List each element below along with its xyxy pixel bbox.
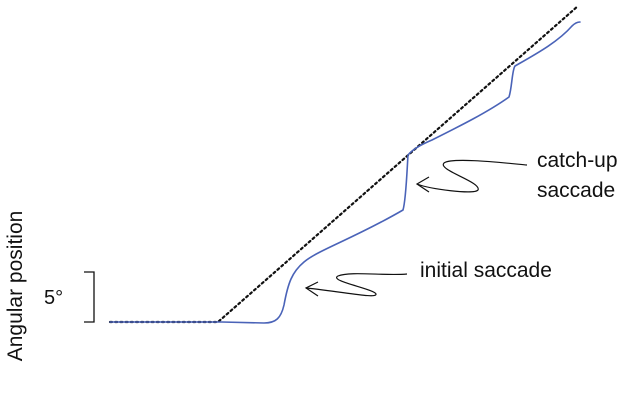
scale-bar xyxy=(84,271,95,323)
scale-bar-label: 5° xyxy=(44,287,63,309)
initial-saccade-label: initial saccade xyxy=(420,259,552,282)
y-axis-label: Angular position xyxy=(4,211,27,362)
catchup-saccade-arrowhead xyxy=(415,176,430,193)
catchup-label-line1: catch-up xyxy=(537,149,618,172)
initial-saccade-arrow xyxy=(305,273,408,297)
eye-position-trace xyxy=(109,21,581,324)
catchup-label-line2: saccade xyxy=(537,179,615,202)
initial-saccade-arrowhead xyxy=(304,281,319,297)
catchup-saccade-arrow xyxy=(416,159,528,193)
